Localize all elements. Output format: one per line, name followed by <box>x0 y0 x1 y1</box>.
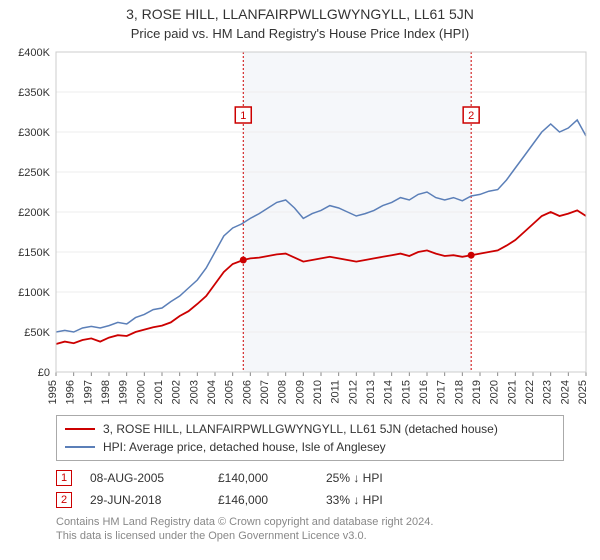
svg-text:2007: 2007 <box>259 380 271 404</box>
title-main: 3, ROSE HILL, LLANFAIRPWLLGWYNGYLL, LL61… <box>6 6 594 22</box>
svg-text:2023: 2023 <box>542 380 554 404</box>
legend-label: HPI: Average price, detached house, Isle… <box>103 438 386 456</box>
svg-text:1997: 1997 <box>82 380 94 404</box>
svg-text:1999: 1999 <box>118 380 130 404</box>
svg-text:2020: 2020 <box>489 380 501 404</box>
legend-label: 3, ROSE HILL, LLANFAIRPWLLGWYNGYLL, LL61… <box>103 420 498 438</box>
svg-text:2022: 2022 <box>524 380 536 404</box>
sale-delta: 25% ↓ HPI <box>326 467 383 489</box>
svg-text:2004: 2004 <box>206 380 218 404</box>
svg-text:2005: 2005 <box>224 380 236 404</box>
sale-row: 2 29-JUN-2018 £146,000 33% ↓ HPI <box>56 489 564 511</box>
footer-attribution: Contains HM Land Registry data © Crown c… <box>56 515 564 543</box>
sale-delta: 33% ↓ HPI <box>326 489 383 511</box>
svg-text:£50K: £50K <box>24 327 50 339</box>
sale-marker-icon: 1 <box>56 470 72 486</box>
svg-text:2018: 2018 <box>453 380 465 404</box>
svg-text:£150K: £150K <box>18 247 50 259</box>
svg-text:2008: 2008 <box>277 380 289 404</box>
svg-text:2006: 2006 <box>241 380 253 404</box>
svg-text:2015: 2015 <box>400 380 412 404</box>
svg-text:2025: 2025 <box>577 380 589 404</box>
footer-line: This data is licensed under the Open Gov… <box>56 529 564 543</box>
svg-text:1998: 1998 <box>100 380 112 404</box>
svg-text:1995: 1995 <box>47 380 59 404</box>
sale-date: 08-AUG-2005 <box>90 467 200 489</box>
svg-text:2010: 2010 <box>312 380 324 404</box>
sale-price: £146,000 <box>218 489 308 511</box>
svg-text:2019: 2019 <box>471 380 483 404</box>
svg-text:2002: 2002 <box>171 380 183 404</box>
svg-text:2001: 2001 <box>153 380 165 404</box>
svg-text:2011: 2011 <box>330 380 342 404</box>
svg-text:2003: 2003 <box>188 380 200 404</box>
sale-marker-icon: 2 <box>56 492 72 508</box>
legend-swatch <box>65 428 95 430</box>
title-sub: Price paid vs. HM Land Registry's House … <box>6 26 594 41</box>
svg-text:£0: £0 <box>38 367 50 379</box>
svg-text:£400K: £400K <box>18 47 50 59</box>
svg-text:2014: 2014 <box>383 380 395 404</box>
svg-text:2024: 2024 <box>559 380 571 404</box>
svg-text:2016: 2016 <box>418 380 430 404</box>
legend-swatch <box>65 446 95 448</box>
svg-text:2012: 2012 <box>347 380 359 404</box>
legend-row: HPI: Average price, detached house, Isle… <box>65 438 555 456</box>
sale-price: £140,000 <box>218 467 308 489</box>
svg-text:2013: 2013 <box>365 380 377 404</box>
legend-row: 3, ROSE HILL, LLANFAIRPWLLGWYNGYLL, LL61… <box>65 420 555 438</box>
svg-text:2009: 2009 <box>294 380 306 404</box>
svg-text:2: 2 <box>468 110 474 122</box>
svg-text:£300K: £300K <box>18 127 50 139</box>
svg-text:1: 1 <box>240 110 246 122</box>
price-chart: £0 £50K £100K £150K £200K £250K £300K £350K £400… <box>6 47 594 411</box>
svg-text:£200K: £200K <box>18 207 50 219</box>
footer-line: Contains HM Land Registry data © Crown c… <box>56 515 564 529</box>
svg-text:£100K: £100K <box>18 287 50 299</box>
svg-text:2017: 2017 <box>436 380 448 404</box>
svg-text:£250K: £250K <box>18 167 50 179</box>
legend: 3, ROSE HILL, LLANFAIRPWLLGWYNGYLL, LL61… <box>56 415 564 461</box>
sale-row: 1 08-AUG-2005 £140,000 25% ↓ HPI <box>56 467 564 489</box>
svg-text:£350K: £350K <box>18 87 50 99</box>
svg-text:1996: 1996 <box>65 380 77 404</box>
svg-text:2021: 2021 <box>506 380 518 404</box>
svg-text:2000: 2000 <box>135 380 147 404</box>
sales-table: 1 08-AUG-2005 £140,000 25% ↓ HPI 2 29-JU… <box>56 467 564 511</box>
sale-date: 29-JUN-2018 <box>90 489 200 511</box>
